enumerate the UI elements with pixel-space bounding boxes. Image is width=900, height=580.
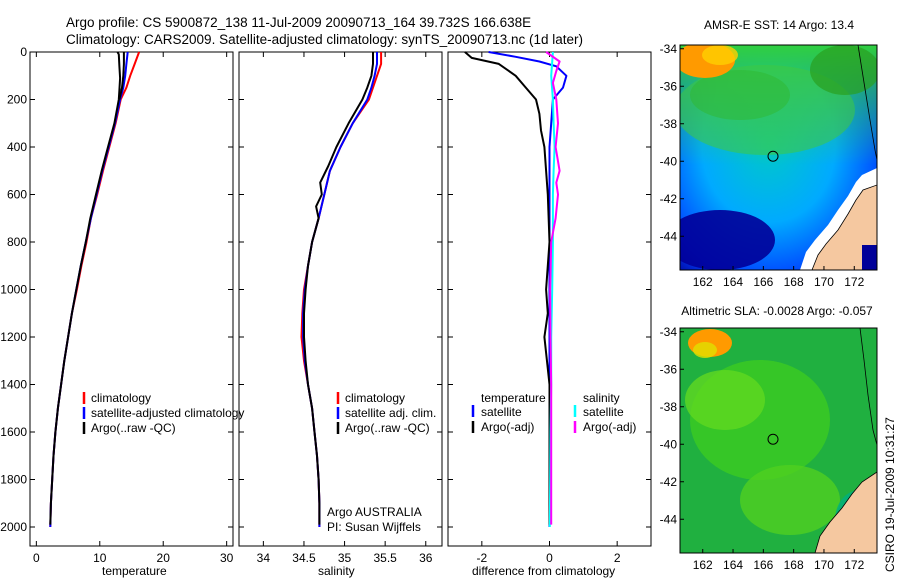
y-tick-label: 2000	[0, 520, 27, 534]
map-x-tick-label: 170	[814, 275, 834, 289]
x-tick-label: 2	[614, 551, 621, 565]
legend-label-satellite-adjusted: satellite-adjusted climatology	[91, 406, 244, 420]
map-y-tick-label: -44	[660, 229, 678, 243]
sla-map-landmass	[814, 471, 877, 553]
map-y-tick-label: -34	[660, 42, 678, 56]
map-y-tick-label: -38	[660, 400, 678, 414]
x-tick-label: 34.5	[292, 551, 316, 565]
x-tick-label: 35	[338, 551, 352, 565]
x-tick-label: 0	[33, 551, 40, 565]
sst-map-landmass	[811, 184, 877, 270]
footer-timestamp: CSIRO 19-Jul-2009 10:31:27	[883, 417, 897, 572]
series-line-argo-raw-qc-	[49, 51, 122, 525]
map-x-tick-label: 164	[723, 275, 743, 289]
map-x-tick-label: 168	[784, 558, 804, 572]
legend-label-sal-satellite: satellite	[583, 405, 624, 419]
y-tick-label: 1800	[0, 473, 27, 487]
map-y-tick-label: -42	[660, 475, 678, 489]
map-y-tick-label: -42	[660, 192, 678, 206]
salinity-xlabel: salinity	[318, 564, 355, 578]
legend-label-temp-argo: Argo(-adj)	[481, 420, 534, 434]
map-y-tick-label: -34	[660, 325, 678, 339]
series-line-climatology	[300, 52, 383, 527]
map-y-tick-label: -44	[660, 512, 678, 526]
y-tick-label: 800	[7, 235, 27, 249]
map-x-tick-label: 170	[814, 558, 834, 572]
y-tick-label: 0	[20, 45, 27, 59]
x-tick-label: 34	[257, 551, 271, 565]
x-tick-label: 30	[220, 551, 234, 565]
series-line-satellite-adj-clim-	[302, 52, 378, 527]
salinity-legend: climatology satellite adj. clim. Argo(..…	[336, 391, 436, 435]
sst-map-panel: AMSR-E SST: 14 Argo: 13.4 162 164 166 168 17…	[660, 18, 878, 289]
salinity-axes-frame	[238, 51, 443, 547]
series-line-climatology	[49, 51, 141, 528]
legend-label-sal-argo: Argo(-adj)	[583, 420, 636, 434]
series-line-salinity-argo-adj-	[545, 51, 561, 525]
map-x-tick-label: 166	[753, 558, 773, 572]
header-line-2: Climatology: CARS2009. Satellite-adjuste…	[66, 32, 583, 47]
x-tick-label: 36	[419, 551, 433, 565]
map-y-tick-label: -36	[660, 79, 678, 93]
map-x-tick-label: 172	[844, 275, 864, 289]
map-x-tick-label: 172	[844, 558, 864, 572]
sla-map-frame	[679, 327, 878, 554]
legend-label-argo: Argo(..raw -QC)	[91, 421, 176, 435]
legend-title-salinity: salinity	[583, 391, 620, 405]
header-line-1: Argo profile: CS 5900872_138 11-Jul-2009…	[66, 15, 531, 30]
temperature-legend: climatology satellite-adjusted climatolo…	[82, 391, 244, 435]
x-tick-label: -2	[476, 551, 487, 565]
y-tick-label: 400	[7, 140, 27, 154]
pi-annotation: PI: Susan Wijffels	[327, 520, 421, 534]
legend-label-argo: Argo(..raw -QC)	[345, 421, 430, 435]
legend-label-temp-satellite: satellite	[481, 405, 522, 419]
series-line-argo-raw-qc-	[118, 52, 125, 100]
legend-label-climatology: climatology	[345, 391, 405, 405]
map-x-tick-label: 168	[784, 275, 804, 289]
y-tick-label: 1600	[0, 425, 27, 439]
map-y-tick-label: -40	[660, 154, 678, 168]
temperature-axes-frame	[29, 51, 234, 547]
map-y-tick-label: -38	[660, 117, 678, 131]
argo-australia-annotation: Argo AUSTRALIA	[327, 505, 422, 519]
sst-float-marker	[767, 150, 779, 162]
sst-map-image	[680, 45, 877, 270]
y-tick-label: 1200	[0, 330, 27, 344]
map-x-tick-label: 164	[723, 558, 743, 572]
map-x-tick-label: 166	[753, 275, 773, 289]
difference-xlabel: difference from climatology	[472, 564, 615, 578]
y-tick-label: 1000	[0, 283, 27, 297]
sla-map-title: Altimetric SLA: -0.0028 Argo: -0.057	[681, 304, 873, 318]
y-tick-label: 1400	[0, 378, 27, 392]
series-line-temperature-argo-adj-	[464, 51, 551, 525]
sst-map-frame	[679, 44, 878, 271]
difference-panel: -2 0 2 difference from climatology tempera…	[447, 51, 652, 578]
sla-map-panel: Altimetric SLA: -0.0028 Argo: -0.057 162…	[660, 304, 878, 572]
sla-map-image	[680, 328, 877, 553]
series-line-temperature-satellite	[488, 51, 568, 527]
map-x-tick-label: 162	[693, 275, 713, 289]
x-tick-label: 0	[546, 551, 553, 565]
legend-label-satellite-adj: satellite adj. clim.	[345, 406, 436, 420]
x-tick-label: 10	[93, 551, 107, 565]
map-x-tick-label: 162	[693, 558, 713, 572]
y-tick-label: 200	[7, 93, 27, 107]
map-y-tick-label: -36	[660, 362, 678, 376]
legend-title-temperature: temperature	[481, 391, 546, 405]
legend-label-climatology: climatology	[91, 391, 151, 405]
salinity-panel: 34 34.5 35 35.5 36 salinity climatology sate…	[238, 51, 443, 578]
temperature-xlabel: temperature	[102, 564, 167, 578]
map-y-tick-label: -40	[660, 437, 678, 451]
y-tick-label: 600	[7, 188, 27, 202]
temperature-panel: 0 10 20 30 0 200 400 600 800 1000 1200 1400 1600 1800…	[0, 45, 244, 578]
x-tick-label: 20	[157, 551, 171, 565]
series-line-argo-raw-qc-	[303, 52, 374, 525]
sla-float-marker	[767, 433, 779, 445]
sst-map-title: AMSR-E SST: 14 Argo: 13.4	[704, 18, 854, 32]
difference-legend: temperature satellite Argo(-adj) salinit…	[471, 391, 636, 434]
x-tick-label: 35.5	[373, 551, 397, 565]
